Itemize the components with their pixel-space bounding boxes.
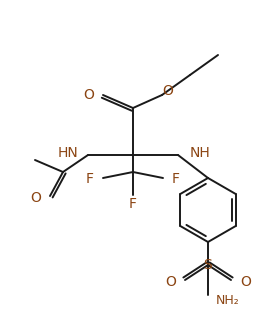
Text: O: O (165, 275, 176, 289)
Text: O: O (30, 191, 41, 205)
Text: NH: NH (190, 146, 211, 160)
Text: S: S (204, 258, 212, 272)
Text: O: O (83, 88, 94, 102)
Text: NH₂: NH₂ (216, 294, 240, 307)
Text: F: F (86, 172, 94, 186)
Text: O: O (163, 84, 174, 98)
Text: F: F (129, 197, 137, 211)
Text: HN: HN (57, 146, 78, 160)
Text: F: F (172, 172, 180, 186)
Text: O: O (240, 275, 251, 289)
